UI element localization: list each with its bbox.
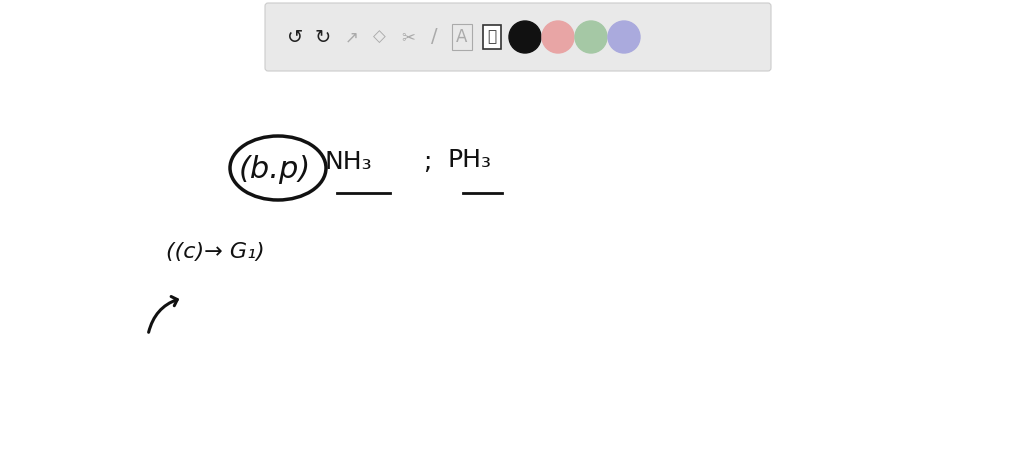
Text: NH₃: NH₃ [325,150,372,174]
Circle shape [575,21,607,53]
Text: ;: ; [423,150,431,174]
Text: ((c)→ G₁): ((c)→ G₁) [166,242,264,262]
Text: PH₃: PH₃ [449,148,492,172]
Text: ↺: ↺ [287,28,303,47]
Text: A: A [457,28,468,46]
Circle shape [509,21,541,53]
Text: ↻: ↻ [314,28,331,47]
Text: (b.p): (b.p) [239,156,311,185]
Circle shape [608,21,640,53]
Text: ◇: ◇ [373,28,385,46]
FancyBboxPatch shape [265,3,771,71]
Text: ✂: ✂ [401,28,415,46]
Text: /: / [431,28,437,47]
Text: ↗: ↗ [345,28,359,46]
Circle shape [542,21,574,53]
Text: 🖼: 🖼 [487,30,497,45]
